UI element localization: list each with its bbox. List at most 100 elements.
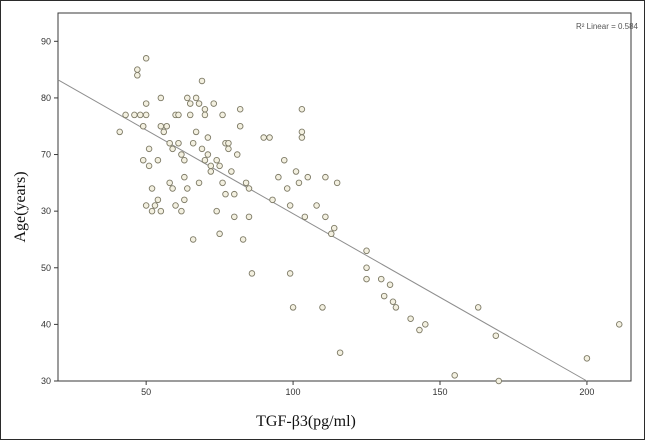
- data-point: [451, 372, 458, 379]
- data-point: [122, 111, 129, 119]
- data-point: [178, 151, 185, 158]
- data-point: [181, 196, 188, 204]
- x-tick-label: 100: [286, 387, 301, 397]
- data-point: [292, 168, 300, 175]
- data-point: [304, 173, 312, 181]
- data-point: [289, 304, 297, 311]
- data-point: [142, 202, 150, 209]
- plot-border: [57, 12, 632, 382]
- data-point: [181, 173, 188, 181]
- data-point: [377, 275, 385, 283]
- data-point: [154, 196, 162, 204]
- data-point: [495, 377, 503, 385]
- data-point: [363, 247, 370, 255]
- data-point: [286, 270, 294, 277]
- data-point: [322, 173, 329, 181]
- data-point: [154, 156, 162, 164]
- data-point: [151, 202, 159, 209]
- data-point: [266, 134, 273, 141]
- data-point: [148, 207, 156, 215]
- data-point: [219, 111, 226, 119]
- data-point: [201, 111, 209, 119]
- data-point: [178, 207, 185, 215]
- data-point: [134, 72, 141, 79]
- data-point: [139, 156, 147, 164]
- data-point: [222, 190, 229, 198]
- data-point: [245, 213, 253, 221]
- data-point: [160, 128, 168, 136]
- x-axis-title: TGF-β3(pg/ml): [256, 413, 356, 430]
- x-tick-label: 50: [141, 387, 151, 397]
- y-tick-label: 30: [41, 376, 51, 386]
- data-point: [142, 100, 150, 107]
- data-point: [157, 122, 165, 130]
- data-point: [201, 105, 209, 113]
- y-tick-label: 40: [41, 319, 51, 329]
- data-point: [313, 202, 320, 209]
- y-axis-title: Age(years): [12, 171, 29, 242]
- data-point: [189, 139, 197, 147]
- data-point: [192, 128, 200, 136]
- y-tick-label: 90: [41, 36, 51, 46]
- data-point: [210, 100, 217, 107]
- x-tick-label: 150: [432, 387, 447, 397]
- data-point: [236, 105, 244, 113]
- y-tick-label: 30: [41, 206, 51, 216]
- data-point: [319, 304, 326, 311]
- data-point: [184, 94, 191, 102]
- data-point: [283, 185, 291, 192]
- data-point: [298, 128, 306, 136]
- data-point: [204, 151, 212, 158]
- data-point: [422, 321, 429, 328]
- data-point: [322, 213, 329, 221]
- data-point: [275, 173, 282, 181]
- data-point: [175, 111, 182, 119]
- data-point: [492, 332, 500, 339]
- data-point: [328, 230, 335, 238]
- data-point: [195, 100, 203, 107]
- data-point: [166, 139, 173, 147]
- data-point: [213, 207, 220, 215]
- x-tick-label: 200: [579, 387, 594, 397]
- data-point: [298, 105, 306, 113]
- data-point: [134, 66, 141, 73]
- data-point: [145, 145, 153, 153]
- data-point: [169, 145, 176, 153]
- data-point: [142, 111, 150, 119]
- data-point: [386, 281, 394, 289]
- data-point: [245, 185, 253, 192]
- data-point: [392, 304, 400, 311]
- data-point: [416, 326, 423, 334]
- data-point: [145, 162, 153, 170]
- data-point: [233, 151, 241, 158]
- data-point: [157, 207, 165, 215]
- data-point: [186, 111, 194, 119]
- data-point: [330, 224, 338, 232]
- data-point: [295, 179, 303, 187]
- data-point: [204, 134, 212, 141]
- data-point: [216, 230, 223, 238]
- data-point: [172, 202, 179, 209]
- data-point: [192, 94, 200, 102]
- plot-area: 50 100 150 200 30 40 50 30 70 80 90: [41, 12, 632, 397]
- data-point: [181, 156, 188, 164]
- data-point: [380, 292, 388, 300]
- data-point: [407, 315, 414, 322]
- data-point: [225, 139, 232, 147]
- data-point: [137, 111, 144, 119]
- data-point: [225, 145, 232, 153]
- data-point: [148, 185, 156, 192]
- data-point: [301, 213, 309, 221]
- linear-fit-line: [57, 79, 588, 382]
- data-point: [228, 168, 235, 175]
- data-point: [583, 355, 591, 362]
- data-point: [269, 196, 276, 204]
- data-point: [474, 304, 482, 311]
- data-point: [615, 321, 623, 328]
- data-point: [142, 55, 150, 62]
- data-point: [131, 111, 138, 119]
- data-point: [336, 349, 344, 356]
- data-point: [242, 179, 250, 187]
- data-point: [248, 270, 256, 277]
